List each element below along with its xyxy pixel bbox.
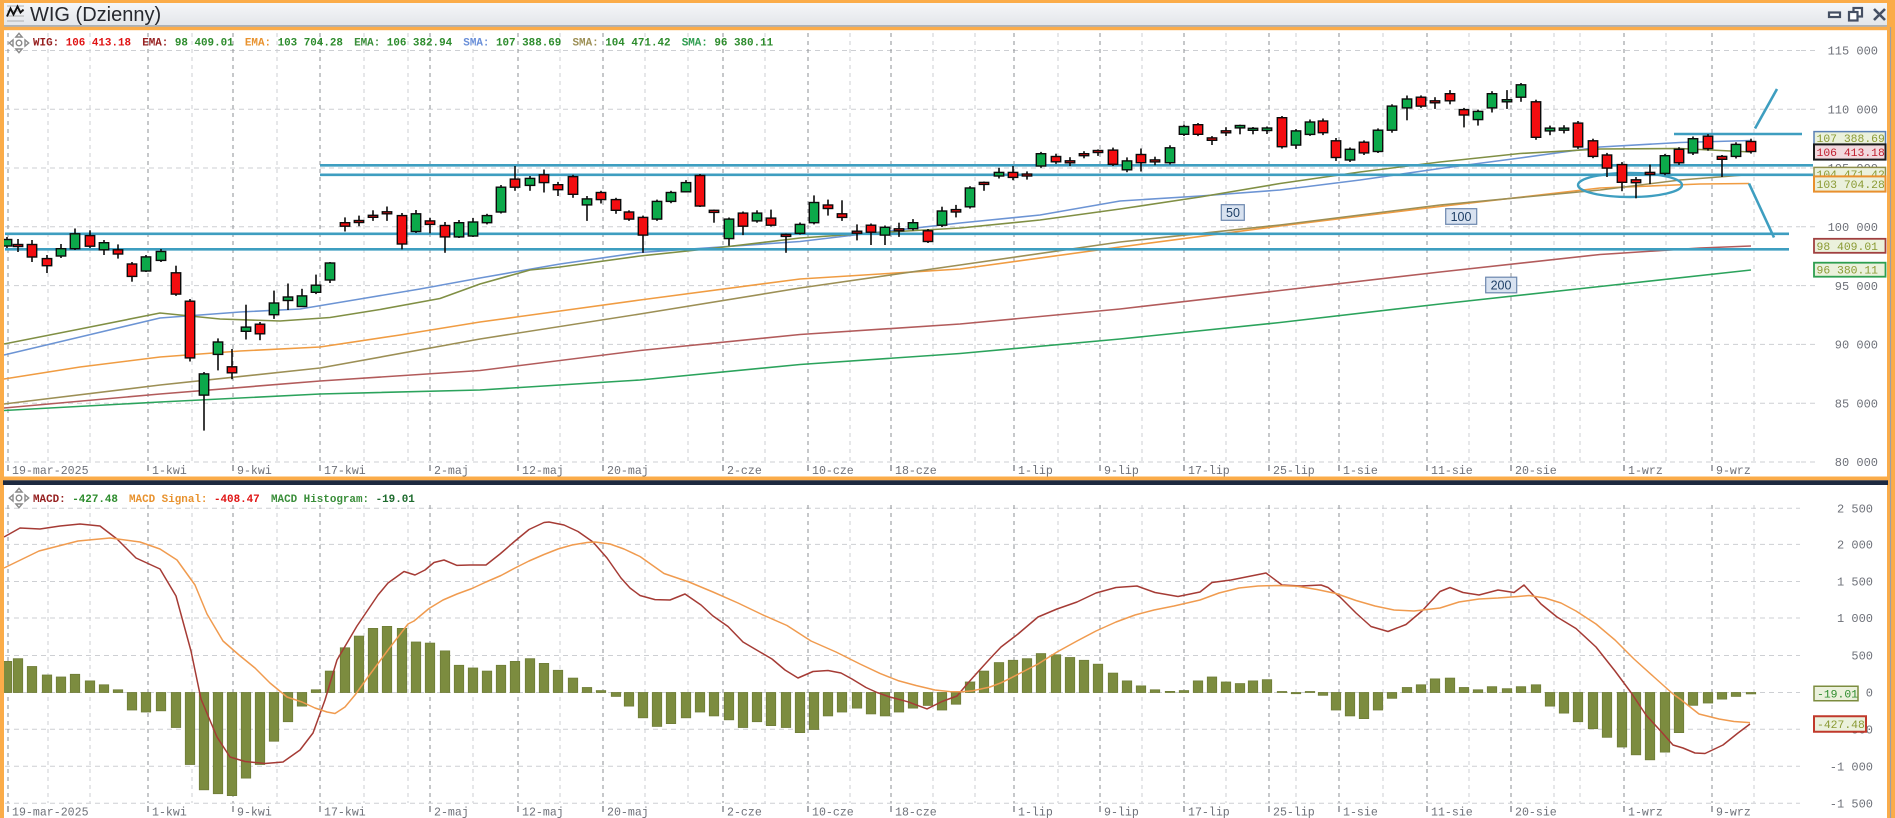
svg-text:19-mar-2025: 19-mar-2025 [12, 465, 89, 478]
svg-text:103 704.28: 103 704.28 [1817, 180, 1886, 192]
svg-text:-19.01: -19.01 [1817, 690, 1858, 702]
svg-text:96 380.11: 96 380.11 [1817, 266, 1879, 278]
svg-text:EMA: 103 704.28: EMA: 103 704.28 [245, 37, 343, 49]
svg-text:1 000: 1 000 [1837, 612, 1873, 626]
svg-text:9-kwi: 9-kwi [237, 807, 272, 818]
svg-text:2-cze: 2-cze [727, 807, 762, 818]
svg-text:SMA: 104 471.42: SMA: 104 471.42 [573, 37, 671, 49]
svg-text:2 000: 2 000 [1837, 539, 1873, 553]
svg-text:2 500: 2 500 [1837, 502, 1873, 516]
svg-text:9-wrz: 9-wrz [1716, 807, 1751, 818]
svg-text:WIG: 106 413.18: WIG: 106 413.18 [33, 37, 131, 49]
svg-text:WIG (Dzienny): WIG (Dzienny) [30, 4, 161, 26]
svg-text:SMA: 96 380.11: SMA: 96 380.11 [682, 37, 774, 49]
svg-text:25-lip: 25-lip [1273, 807, 1315, 818]
svg-text:20-sie: 20-sie [1515, 807, 1557, 818]
svg-text:90 000: 90 000 [1835, 339, 1878, 353]
svg-text:18-cze: 18-cze [895, 465, 937, 478]
svg-text:85 000: 85 000 [1835, 397, 1878, 411]
svg-text:9-lip: 9-lip [1104, 807, 1139, 818]
svg-text:110 000: 110 000 [1828, 104, 1878, 118]
svg-text:2-maj: 2-maj [434, 807, 469, 818]
svg-text:MACD: -427.48: MACD: -427.48 [33, 494, 118, 506]
svg-text:18-cze: 18-cze [895, 807, 937, 818]
svg-text:SMA: 107 388.69: SMA: 107 388.69 [463, 37, 561, 49]
svg-text:9-wrz: 9-wrz [1716, 465, 1751, 478]
svg-text:0: 0 [1866, 687, 1873, 701]
svg-text:107 388.69: 107 388.69 [1817, 134, 1886, 146]
svg-text:EMA: 106 382.94: EMA: 106 382.94 [354, 37, 453, 49]
svg-text:95 000: 95 000 [1835, 280, 1878, 294]
svg-text:2-maj: 2-maj [434, 465, 469, 478]
svg-text:500: 500 [1851, 650, 1873, 664]
svg-text:-427.48: -427.48 [1817, 720, 1865, 732]
svg-text:1-wrz: 1-wrz [1628, 807, 1663, 818]
svg-text:10-cze: 10-cze [812, 465, 854, 478]
svg-text:1-sie: 1-sie [1343, 465, 1378, 478]
svg-text:9-lip: 9-lip [1104, 465, 1139, 478]
svg-text:200: 200 [1491, 279, 1512, 293]
svg-text:-1 000: -1 000 [1830, 760, 1873, 774]
svg-text:11-sie: 11-sie [1431, 807, 1473, 818]
svg-text:17-kwi: 17-kwi [324, 807, 366, 818]
svg-text:EMA: 98 409.01: EMA: 98 409.01 [142, 37, 234, 49]
svg-text:50: 50 [1226, 206, 1240, 220]
svg-text:20-maj: 20-maj [607, 465, 649, 478]
svg-text:115 000: 115 000 [1828, 45, 1878, 59]
svg-text:80 000: 80 000 [1835, 456, 1878, 470]
svg-text:98 409.01: 98 409.01 [1817, 242, 1879, 254]
svg-text:20-sie: 20-sie [1515, 465, 1557, 478]
svg-text:1-kwi: 1-kwi [152, 465, 187, 478]
svg-text:20-maj: 20-maj [607, 807, 649, 818]
svg-text:1 500: 1 500 [1837, 576, 1873, 590]
svg-text:100: 100 [1451, 210, 1472, 224]
svg-text:MACD Signal: -408.47: MACD Signal: -408.47 [129, 494, 260, 506]
svg-text:25-lip: 25-lip [1273, 465, 1315, 478]
svg-text:9-kwi: 9-kwi [237, 465, 272, 478]
svg-text:1-kwi: 1-kwi [152, 807, 187, 818]
svg-text:10-cze: 10-cze [812, 807, 854, 818]
svg-text:100 000: 100 000 [1828, 221, 1878, 235]
svg-text:17-lip: 17-lip [1188, 807, 1230, 818]
svg-text:1-lip: 1-lip [1018, 807, 1053, 818]
svg-text:2-cze: 2-cze [727, 465, 762, 478]
svg-text:MACD Histogram: -19.01: MACD Histogram: -19.01 [271, 494, 415, 506]
svg-text:-1 500: -1 500 [1830, 797, 1873, 811]
svg-text:1-lip: 1-lip [1018, 465, 1053, 478]
svg-text:106 413.18: 106 413.18 [1817, 148, 1886, 160]
svg-text:19-mar-2025: 19-mar-2025 [12, 807, 89, 818]
svg-text:11-sie: 11-sie [1431, 465, 1473, 478]
svg-text:1-sie: 1-sie [1343, 807, 1378, 818]
svg-text:1-wrz: 1-wrz [1628, 465, 1663, 478]
svg-text:17-kwi: 17-kwi [324, 465, 366, 478]
svg-text:17-lip: 17-lip [1188, 465, 1230, 478]
svg-text:12-maj: 12-maj [522, 465, 564, 478]
svg-text:12-maj: 12-maj [522, 807, 564, 818]
